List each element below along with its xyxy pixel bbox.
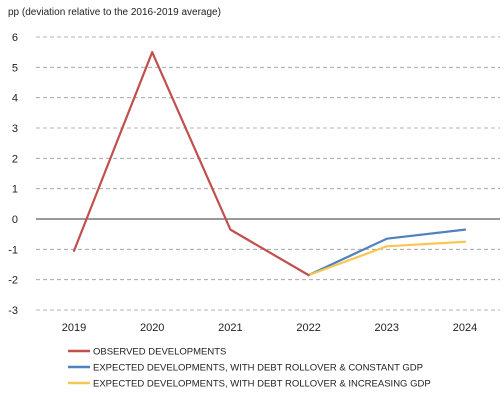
x-tick-labels: 2019 2020 2021 2022 2023 2024 [62, 322, 477, 334]
x-tick-label: 2022 [296, 322, 320, 334]
legend: OBSERVED DEVELOPMENTS EXPECTED DEVELOPMEN… [68, 347, 431, 390]
x-tick-label: 2024 [453, 322, 477, 334]
series-lines [72, 51, 467, 277]
x-tick-label: 2020 [140, 322, 164, 334]
x-tick-label: 2021 [218, 322, 242, 334]
y-tick-label: 2 [12, 153, 18, 165]
legend-label: EXPECTED DEVELOPMENTS, WITH DEBT ROLLOVE… [93, 379, 431, 390]
chart-subtitle: pp (deviation relative to the 2016-2019 … [8, 7, 221, 18]
y-tick-label: 6 [12, 32, 18, 44]
y-tick-label: -1 [8, 244, 18, 256]
legend-label: EXPECTED DEVELOPMENTS, WITH DEBT ROLLOVE… [93, 363, 423, 374]
y-tick-label: 4 [12, 93, 18, 105]
y-tick-label: 1 [12, 184, 18, 196]
y-tick-label: 0 [12, 214, 18, 226]
gridlines [36, 36, 500, 311]
y-tick-label: -3 [8, 305, 18, 317]
y-tick-label: -2 [8, 275, 18, 287]
series-line-3 [307, 240, 467, 277]
y-tick-label: 3 [12, 123, 18, 135]
y-tick-labels: 6 5 4 3 2 1 0 -1 -2 -3 [8, 32, 18, 317]
x-tick-label: 2023 [375, 322, 399, 334]
x-tick-label: 2019 [62, 322, 86, 334]
series-line-1 [72, 51, 310, 277]
y-tick-label: 5 [12, 62, 18, 74]
legend-label: OBSERVED DEVELOPMENTS [93, 347, 226, 358]
series-line-2 [307, 228, 467, 277]
